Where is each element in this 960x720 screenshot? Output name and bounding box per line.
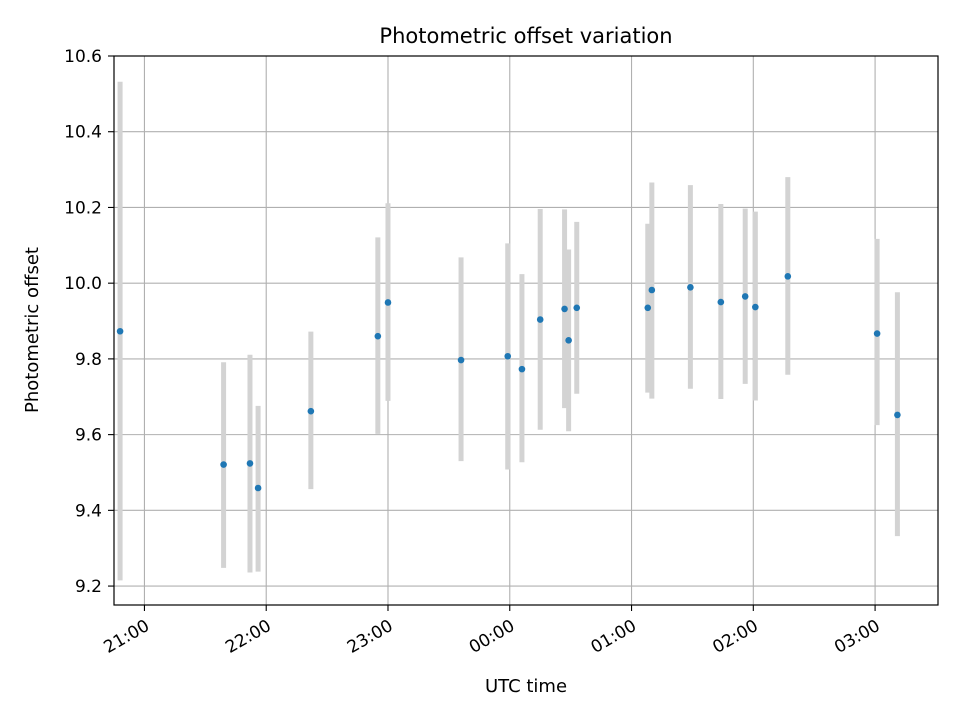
- data-point: [504, 352, 512, 360]
- data-point: [565, 337, 572, 344]
- data-point: [457, 356, 465, 364]
- x-axis-label: UTC time: [485, 676, 567, 697]
- data-point: [644, 304, 652, 312]
- y-tick-label: 10.4: [64, 123, 102, 143]
- data-point: [374, 332, 382, 340]
- data-point: [518, 365, 526, 373]
- data-point: [687, 284, 694, 291]
- plot-frame: [113, 55, 939, 606]
- data-point: [894, 411, 901, 419]
- y-axis: 9.2 9.4 9.6 9.8 10.0 10.2 10.4 10.6: [64, 47, 114, 597]
- data-point: [384, 299, 392, 306]
- y-tick-label: 10.0: [64, 274, 102, 294]
- data-point: [246, 460, 254, 467]
- data-points: [116, 273, 901, 492]
- y-tick-label: 10.2: [64, 198, 102, 218]
- data-point: [254, 484, 262, 492]
- data-point: [784, 273, 792, 280]
- data-point: [873, 330, 881, 337]
- y-tick-label: 9.6: [75, 426, 102, 446]
- data-point: [717, 298, 725, 306]
- data-point: [307, 407, 315, 415]
- y-tick-label: 9.8: [75, 350, 102, 370]
- data-point: [116, 327, 124, 335]
- data-point: [561, 305, 568, 313]
- data-point: [648, 286, 656, 294]
- data-point: [741, 293, 749, 300]
- chart-title: Photometric offset variation: [379, 24, 672, 48]
- data-point: [752, 303, 759, 311]
- y-tick-label: 9.4: [75, 501, 102, 521]
- y-tick-label: 9.2: [75, 577, 102, 597]
- y-axis-label: Photometric offset: [22, 247, 43, 413]
- data-point: [573, 304, 581, 312]
- data-point: [220, 461, 227, 468]
- data-point: [536, 316, 544, 323]
- y-tick-label: 10.6: [64, 47, 102, 67]
